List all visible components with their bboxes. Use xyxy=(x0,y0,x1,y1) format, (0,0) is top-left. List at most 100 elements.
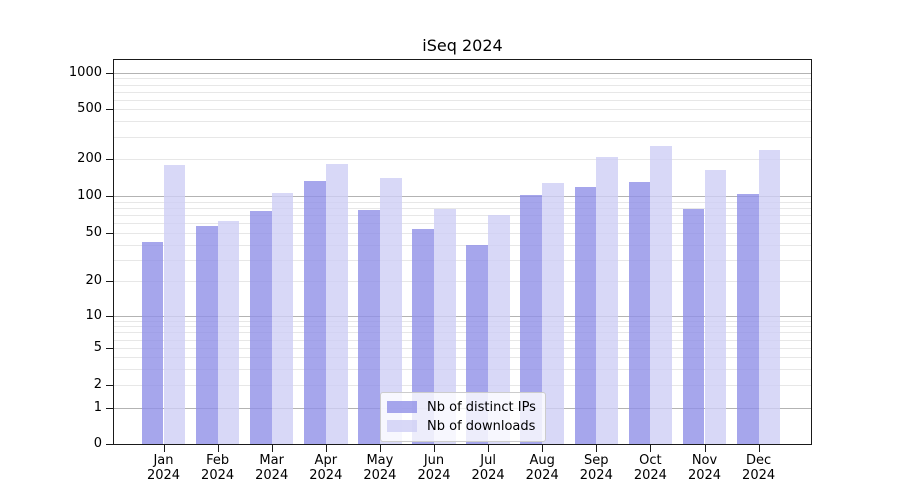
y-tick-label-1: 1 xyxy=(93,400,102,415)
bar-nb-of-distinct-ips-apr-2024 xyxy=(304,180,326,444)
gridline-minor-y6 xyxy=(114,339,811,341)
x-tick-label-sep: Sep 2024 xyxy=(579,453,613,483)
gridline-minor-y3 xyxy=(114,368,811,370)
bar-nb-of-downloads-feb-2024 xyxy=(217,220,240,444)
x-tick-label-may: May 2024 xyxy=(363,453,397,483)
bar-nb-of-downloads-mar-2024 xyxy=(271,192,294,444)
x-tick-label-jun: Jun 2024 xyxy=(417,453,451,483)
bar-nb-of-downloads-jun-2024 xyxy=(434,208,456,444)
y-tick-label-10: 10 xyxy=(85,308,102,323)
y-tick-mark-5 xyxy=(106,348,113,349)
gridline-minor-y200 xyxy=(114,159,811,160)
x-tick-label-aug: Aug 2024 xyxy=(525,453,559,483)
gridline-minor-y90 xyxy=(114,201,811,203)
gridline-minor-y8 xyxy=(114,326,811,328)
y-tick-mark-1 xyxy=(106,408,113,409)
x-tick-label-feb: Feb 2024 xyxy=(201,453,235,483)
x-tick-mark-nov xyxy=(705,445,706,452)
y-tick-mark-0 xyxy=(106,444,113,445)
x-tick-mark-may xyxy=(380,445,381,452)
y-tick-label-500: 500 xyxy=(77,101,102,116)
legend: Nb of distinct IPs Nb of downloads xyxy=(380,392,546,442)
legend-item-downloads: Nb of downloads xyxy=(387,417,537,435)
gridline-minor-y400 xyxy=(114,121,811,123)
bar-nb-of-distinct-ips-jun-2024 xyxy=(412,228,434,444)
y-tick-mark-10 xyxy=(106,316,113,317)
gridline-major-y10 xyxy=(114,316,811,317)
y-tick-mark-20 xyxy=(106,281,113,282)
x-tick-mark-dec xyxy=(759,445,760,452)
bar-nb-of-distinct-ips-may-2024 xyxy=(358,209,380,444)
bar-nb-of-distinct-ips-feb-2024 xyxy=(195,226,218,444)
bar-nb-of-distinct-ips-dec-2024 xyxy=(736,194,759,444)
gridline-minor-y50 xyxy=(114,233,811,234)
y-tick-label-20: 20 xyxy=(85,273,102,288)
x-tick-mark-apr xyxy=(326,445,327,452)
gridline-minor-y80 xyxy=(114,207,811,209)
gridline-minor-y300 xyxy=(114,136,811,138)
y-tick-mark-50 xyxy=(106,233,113,234)
bar-nb-of-downloads-nov-2024 xyxy=(704,169,727,444)
gridline-minor-y20 xyxy=(114,281,811,282)
legend-swatch-distinct-ips xyxy=(387,401,417,413)
y-tick-mark-500 xyxy=(106,109,113,110)
bar-nb-of-downloads-sep-2024 xyxy=(596,156,619,444)
x-tick-mark-oct xyxy=(650,445,651,452)
bar-nb-of-downloads-aug-2024 xyxy=(542,182,564,444)
x-tick-label-nov: Nov 2024 xyxy=(687,453,722,483)
gridline-minor-y5 xyxy=(114,348,811,349)
bar-nb-of-distinct-ips-oct-2024 xyxy=(628,182,651,444)
bar-nb-of-downloads-dec-2024 xyxy=(758,149,781,444)
chart-title: iSeq 2024 xyxy=(422,36,503,55)
bar-nb-of-distinct-ips-nov-2024 xyxy=(682,209,705,444)
x-tick-label-oct: Oct 2024 xyxy=(633,453,667,483)
x-tick-mark-sep xyxy=(596,445,597,452)
y-tick-mark-2 xyxy=(106,385,113,386)
bar-nb-of-downloads-apr-2024 xyxy=(325,164,348,444)
bar-nb-of-distinct-ips-sep-2024 xyxy=(574,186,597,444)
y-tick-label-50: 50 xyxy=(85,225,102,240)
x-tick-mark-feb xyxy=(218,445,219,452)
legend-label-distinct-ips: Nb of distinct IPs xyxy=(427,399,536,415)
gridline-minor-y70 xyxy=(114,215,811,217)
gridline-major-y1000 xyxy=(114,73,811,74)
bar-nb-of-downloads-jul-2024 xyxy=(488,215,510,444)
y-tick-label-100: 100 xyxy=(77,188,102,203)
y-tick-mark-100 xyxy=(106,196,113,197)
gridline-minor-y40 xyxy=(114,244,811,246)
legend-label-downloads: Nb of downloads xyxy=(427,418,536,434)
bar-nb-of-distinct-ips-aug-2024 xyxy=(520,194,543,444)
x-tick-label-mar: Mar 2024 xyxy=(255,453,289,483)
gridline-minor-y30 xyxy=(114,259,811,261)
x-tick-mark-jan xyxy=(164,445,165,452)
plot-area xyxy=(113,59,812,445)
gridline-minor-y600 xyxy=(114,99,811,101)
x-tick-mark-jun xyxy=(434,445,435,452)
y-tick-mark-200 xyxy=(106,159,113,160)
x-tick-mark-mar xyxy=(272,445,273,452)
x-tick-label-dec: Dec 2024 xyxy=(742,453,776,483)
gridline-major-y100 xyxy=(114,196,811,197)
y-tick-mark-1000 xyxy=(106,73,113,74)
gridline-minor-y2 xyxy=(114,385,811,386)
y-tick-label-5: 5 xyxy=(93,340,102,355)
gridline-minor-y7 xyxy=(114,332,811,334)
x-tick-mark-aug xyxy=(542,445,543,452)
x-tick-label-apr: Apr 2024 xyxy=(309,453,343,483)
x-tick-label-jan: Jan 2024 xyxy=(146,453,181,483)
x-tick-label-jul: Jul 2024 xyxy=(471,453,505,483)
gridline-minor-y900 xyxy=(114,78,811,80)
y-tick-label-200: 200 xyxy=(77,151,102,166)
gridline-minor-y800 xyxy=(114,84,811,86)
bar-nb-of-distinct-ips-mar-2024 xyxy=(249,210,272,444)
legend-swatch-downloads xyxy=(387,420,417,432)
bar-nb-of-downloads-jan-2024 xyxy=(163,164,186,444)
x-tick-mark-jul xyxy=(488,445,489,452)
y-tick-label-1000: 1000 xyxy=(68,65,102,80)
y-tick-label-2: 2 xyxy=(93,377,102,392)
bar-nb-of-downloads-oct-2024 xyxy=(650,145,673,444)
bar-nb-of-distinct-ips-jan-2024 xyxy=(141,242,164,444)
gridline-minor-y500 xyxy=(114,109,811,110)
legend-item-distinct-ips: Nb of distinct IPs xyxy=(387,398,537,416)
